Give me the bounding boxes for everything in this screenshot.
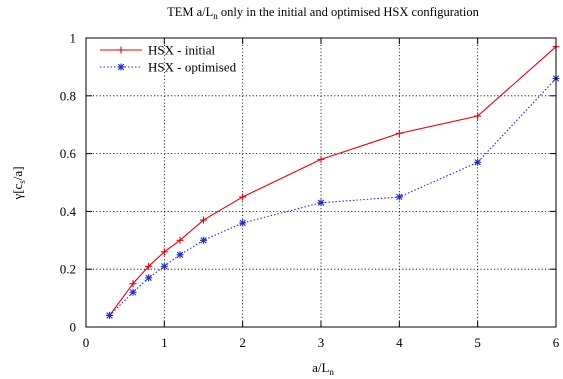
legend-label: HSX - initial — [148, 43, 216, 58]
x-tick-label: 6 — [553, 335, 560, 350]
series-1 — [106, 43, 560, 319]
gridlines — [86, 38, 556, 327]
x-tick-label: 4 — [396, 335, 403, 350]
data-point — [317, 155, 325, 163]
data-point — [200, 236, 207, 244]
axis-ticks: 0 1 2 3 4 5 6 0 0.2 0.4 0.6 0.8 1 — [60, 31, 560, 351]
data-point — [395, 193, 403, 201]
legend-item: HSX - optimised — [100, 60, 237, 75]
data-point — [145, 262, 153, 270]
data-point — [106, 311, 113, 319]
x-tick-label: 3 — [318, 335, 325, 350]
series-layer — [106, 43, 560, 319]
y-axis-label-tail: /a] — [10, 166, 25, 180]
title-part-1: TEM a/L — [167, 5, 213, 19]
legend-marker — [117, 46, 125, 54]
y-tick-label: 0.2 — [60, 262, 76, 277]
y-axis-label-subscript: s — [17, 180, 27, 184]
data-point — [239, 193, 247, 201]
y-axis-label-main: γ[c — [10, 183, 25, 200]
data-point — [474, 158, 482, 166]
data-point — [160, 262, 168, 270]
x-tick-label: 1 — [161, 335, 168, 350]
series-line — [109, 46, 557, 316]
y-tick-label: 0.6 — [60, 146, 77, 161]
legend-label: HSX - optimised — [148, 60, 237, 75]
x-tick-label: 0 — [83, 335, 90, 350]
legend-item: HSX - initial — [100, 43, 216, 58]
title-subscript: n — [213, 11, 218, 21]
y-tick-label: 0 — [70, 320, 77, 335]
x-axis-label-subscript: n — [329, 367, 334, 377]
data-point — [176, 251, 184, 259]
series-2 — [106, 74, 560, 319]
legend-marker — [117, 63, 125, 71]
data-point — [200, 216, 207, 224]
title-part-2: only in the initial and optimised HSX co… — [218, 5, 480, 19]
x-axis-label-main: a/L — [312, 360, 329, 375]
data-point — [317, 199, 325, 207]
y-tick-label: 1 — [70, 31, 77, 46]
data-point — [395, 129, 403, 137]
data-point — [129, 280, 137, 288]
series-line — [109, 78, 557, 316]
data-point — [129, 288, 137, 296]
data-point — [176, 236, 184, 244]
x-axis-label: a/Ln — [312, 360, 334, 377]
x-tick-label: 5 — [474, 335, 481, 350]
data-point — [160, 248, 168, 256]
y-tick-label: 0.8 — [60, 88, 76, 103]
data-point — [239, 219, 247, 227]
data-point — [474, 112, 482, 120]
x-tick-label: 2 — [239, 335, 246, 350]
y-axis-label: γ[cs/a] — [10, 166, 27, 200]
chart-title: TEM a/Ln only in the initial and optimis… — [167, 5, 479, 21]
data-point — [145, 274, 153, 282]
y-tick-label: 0.4 — [60, 204, 77, 219]
legend: HSX - initial HSX - optimised — [100, 43, 237, 75]
